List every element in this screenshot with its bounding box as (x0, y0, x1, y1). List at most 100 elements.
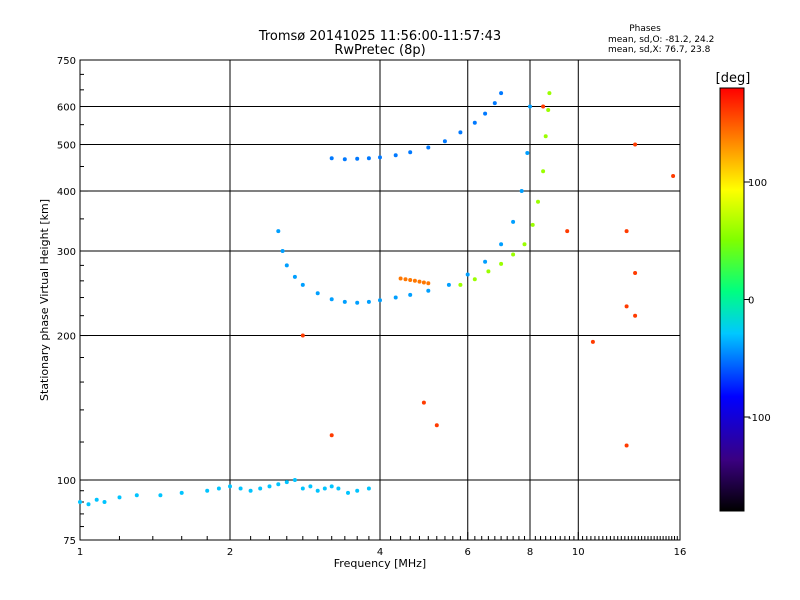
echo-point (336, 486, 341, 491)
echo-point (522, 242, 527, 247)
echo-point (426, 145, 431, 150)
echo-point (536, 199, 540, 204)
x-tick-label: 1 (77, 547, 83, 558)
echo-point (530, 222, 535, 227)
echo-point (472, 277, 477, 282)
echo-point (342, 299, 347, 304)
echo-point (276, 482, 281, 487)
y-axis-label: Stationary phase Virtual Height [km] (38, 199, 51, 401)
echo-point (346, 490, 350, 495)
echo-points (78, 91, 676, 507)
x-tick-labels: 1 2 4 6 8 10 16 (77, 547, 687, 558)
echo-point (421, 400, 426, 405)
axis-ticks (79, 59, 681, 541)
echo-point (248, 488, 253, 493)
colorbar-label: [deg] (716, 71, 751, 86)
echo-point (179, 490, 184, 495)
echo-point (308, 484, 313, 489)
echo-point (238, 486, 243, 491)
echo-point (258, 486, 263, 491)
echo-point (541, 169, 546, 174)
y-tick-label: 500 (57, 141, 76, 152)
y-tick-labels: 75 100 200 300 400 500 600 750 (57, 56, 76, 547)
echo-point (486, 269, 491, 274)
echo-point (633, 313, 638, 318)
echo-point (412, 278, 417, 283)
echo-point (300, 282, 305, 287)
echo-point (393, 153, 398, 158)
y-tick-label: 100 (57, 476, 76, 487)
echo-point (366, 299, 371, 304)
echo-point (102, 500, 107, 504)
grid-lines (80, 60, 680, 540)
echo-point (284, 480, 289, 485)
y-tick-label: 200 (57, 332, 76, 343)
echo-point (528, 104, 532, 109)
echo-point (458, 282, 463, 287)
phases-o-line: mean, sd,O: -81.2, 24.2 (608, 35, 714, 45)
echo-point (590, 339, 595, 344)
echo-point (355, 300, 360, 305)
echo-point (94, 497, 99, 502)
echo-point (483, 111, 488, 116)
echo-point (292, 274, 297, 279)
echo-point (465, 272, 470, 277)
echo-point (228, 484, 232, 489)
x-tick-label: 8 (527, 547, 533, 558)
y-tick-label: 300 (57, 247, 76, 258)
colorbar-tick-label: 100 (748, 178, 767, 189)
echo-point (543, 134, 548, 139)
echo-point (315, 291, 320, 296)
echo-point (284, 263, 289, 268)
echo-point (421, 280, 426, 285)
echo-point (633, 142, 638, 147)
echo-point (315, 488, 320, 493)
echo-point (499, 242, 504, 247)
echo-point (86, 502, 91, 507)
echo-point (117, 495, 122, 500)
echo-point (458, 130, 463, 135)
echo-point (511, 219, 516, 224)
echo-point (624, 304, 629, 309)
echo-point (134, 493, 139, 498)
echo-point (403, 277, 408, 282)
echo-point (300, 333, 305, 338)
echo-point (342, 157, 347, 162)
echo-point (322, 486, 327, 491)
x-tick-label: 16 (674, 547, 687, 558)
echo-point (355, 156, 360, 161)
echo-point (434, 423, 439, 428)
echo-point (267, 484, 272, 489)
echo-point (511, 252, 516, 257)
echo-point (292, 478, 297, 482)
echo-point (565, 229, 570, 234)
echo-point (300, 486, 305, 491)
echo-point (492, 101, 497, 106)
colorbar: [deg] 100 0 -100 (716, 71, 771, 512)
colorbar-tick-label: -100 (748, 413, 771, 424)
echo-point (216, 486, 221, 491)
echo-point (393, 295, 398, 300)
echo-point (329, 297, 334, 302)
echo-point (633, 271, 638, 275)
echo-point (378, 155, 382, 160)
y-tick-label: 75 (63, 536, 76, 547)
echo-point (378, 298, 382, 303)
chart-title: Tromsø 20141025 11:56:00-11:57:43 (258, 29, 501, 44)
echo-point (276, 229, 281, 234)
echo-point (366, 486, 371, 491)
echo-point (499, 261, 504, 266)
echo-point (280, 249, 285, 253)
echo-point (624, 229, 629, 234)
phases-title: Phases (629, 24, 661, 34)
x-tick-label: 6 (465, 547, 471, 558)
echo-point (329, 484, 334, 489)
echo-point (499, 91, 504, 96)
chart-subtitle: RwPretec (8p) (334, 43, 425, 58)
echo-point (366, 156, 371, 161)
colorbar-ticks: 100 0 -100 (744, 178, 771, 424)
colorbar-tick-label: 0 (748, 296, 754, 307)
echo-point (408, 292, 413, 297)
echo-point (546, 108, 551, 112)
